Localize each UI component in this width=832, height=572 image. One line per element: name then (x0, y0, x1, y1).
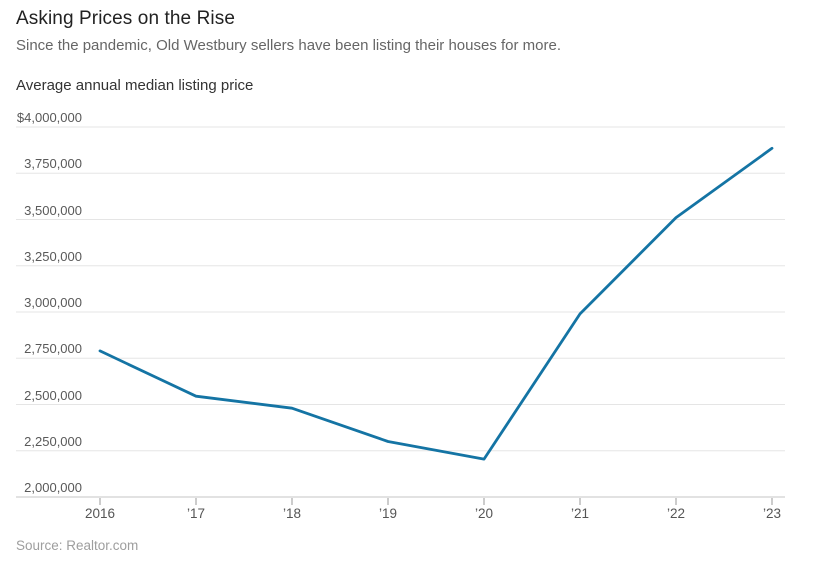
x-tick-label: ’20 (474, 506, 493, 521)
y-tick-label: 2,000,000 (24, 480, 82, 495)
y-tick-label: 3,500,000 (24, 202, 82, 218)
source-credit: Source: Realtor.com (16, 538, 139, 553)
x-tick-label: ’22 (666, 506, 685, 521)
x-tick-label: ’23 (762, 506, 781, 521)
y-tick-label: 2,500,000 (24, 387, 82, 403)
y-tick-label: 3,000,000 (24, 295, 82, 310)
x-tick-label: ’21 (570, 506, 589, 521)
y-tick-label: 3,750,000 (24, 156, 82, 172)
chart-header: Asking Prices on the Rise Since the pand… (16, 8, 816, 54)
x-tick-label: ’19 (378, 506, 397, 521)
y-axis-title: Average annual median listing price (16, 77, 254, 94)
y-tick-label: 2,250,000 (24, 433, 82, 449)
y-tick-label: 2,750,000 (24, 341, 82, 357)
y-tick-label: $4,000,000 (16, 110, 82, 125)
y-tick-label: 3,250,000 (24, 248, 82, 264)
page-subtitle: Since the pandemic, Old Westbury sellers… (16, 37, 561, 54)
x-tick-label: ’17 (186, 506, 205, 521)
x-tick-label: ’18 (282, 506, 301, 521)
page-title: Asking Prices on the Rise (16, 8, 235, 29)
data-line-median-listing-price (98, 146, 774, 461)
x-tick-label: 2016 (84, 506, 116, 521)
